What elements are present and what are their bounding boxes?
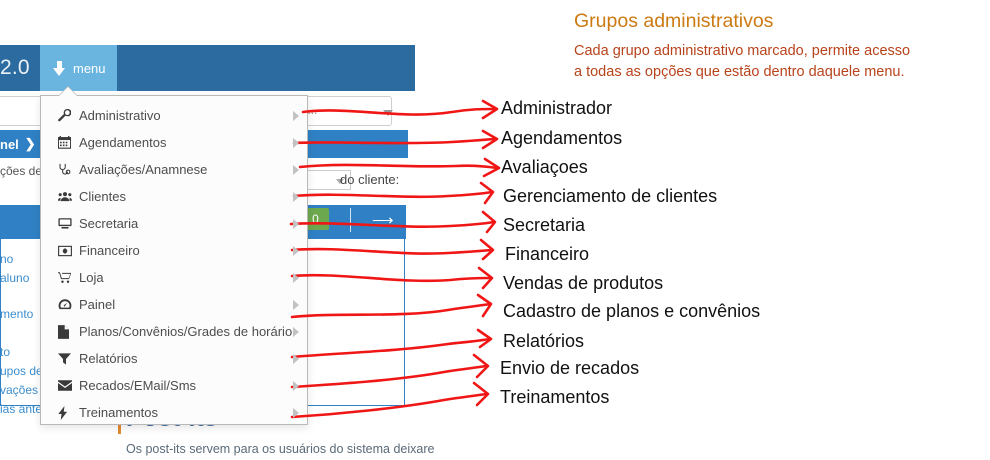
menu-item-painel[interactable]: Painel bbox=[41, 291, 307, 318]
menu-list: Administrativo Agendamentos Avaliações/Ana… bbox=[41, 96, 307, 426]
brand-version: 2.0 bbox=[0, 56, 30, 79]
annotation-arrowhead-8 bbox=[476, 328, 493, 349]
chevron-right-icon bbox=[293, 408, 299, 418]
breadcrumb-item-0[interactable]: nel bbox=[0, 136, 19, 152]
chevron-right-icon: ❯ bbox=[24, 136, 36, 151]
menu-item-relat-rios[interactable]: Relatórios bbox=[41, 345, 307, 372]
annotation-arrowhead-9 bbox=[472, 353, 490, 379]
annotation-arrowhead-10 bbox=[472, 381, 490, 407]
menu-button[interactable]: menu bbox=[40, 45, 117, 91]
menu-item-secretaria[interactable]: Secretaria bbox=[41, 210, 307, 237]
annotation-arrowhead-2 bbox=[482, 157, 501, 178]
callout-label-1: Agendamentos bbox=[501, 128, 623, 148]
sidebar-snippet-1[interactable]: aluno bbox=[0, 271, 30, 285]
sidebar-snippet-2[interactable]: mento bbox=[0, 307, 34, 321]
wrench-icon bbox=[58, 109, 79, 122]
chevron-right-icon bbox=[293, 219, 299, 229]
menu-item-planos-conv-nios-grades-de-hor-rio[interactable]: Planos/Convênios/Grades de horário bbox=[41, 318, 307, 345]
filter-select[interactable]: x bbox=[295, 170, 351, 190]
envelope-icon bbox=[58, 380, 79, 391]
menu-item-label: Loja bbox=[79, 270, 104, 285]
sidebar-snippet-6[interactable]: ias ante bbox=[0, 402, 43, 416]
menu-item-label: Clientes bbox=[79, 189, 126, 204]
chevron-right-icon bbox=[293, 354, 299, 364]
menu-item-label: Agendamentos bbox=[79, 135, 167, 150]
postit-subtitle: Os post-its servem para os usuários do s… bbox=[126, 442, 435, 456]
divider bbox=[350, 208, 351, 232]
chevron-right-icon bbox=[293, 246, 299, 256]
menu-item-avalia-es-anamnese[interactable]: Avaliações/Anamnese bbox=[41, 156, 307, 183]
cart-icon bbox=[58, 271, 79, 284]
sidebar-snippet-5[interactable]: vações bbox=[0, 383, 39, 397]
background-app-screenshot: 2.0 menu ico... nel ❯ A ções de x do cli… bbox=[0, 0, 460, 460]
stethoscope-icon bbox=[58, 163, 79, 176]
callout-label-3: Gerenciamento de clientes bbox=[503, 186, 718, 206]
menu-item-label: Financeiro bbox=[79, 243, 140, 258]
callout-label-2: Avaliaçoes bbox=[501, 157, 588, 177]
menu-item-treinamentos[interactable]: Treinamentos bbox=[41, 399, 307, 426]
file-icon bbox=[58, 324, 79, 339]
callout-label-5: Financeiro bbox=[505, 244, 590, 264]
chevron-right-icon bbox=[293, 138, 299, 148]
callout-label-9: Envio de recados bbox=[500, 358, 640, 378]
menu-item-label: Relatórios bbox=[79, 351, 138, 366]
explanation-line-1: Cada grupo administrativo marcado, permi… bbox=[574, 43, 911, 59]
calendar-icon bbox=[58, 136, 79, 149]
explanation-title: Grupos administrativos bbox=[574, 10, 774, 32]
callout-label-7: Cadastro de planos e convênios bbox=[503, 301, 761, 321]
annotation-arrowhead-1 bbox=[481, 129, 499, 150]
annotation-arrowhead-5 bbox=[479, 238, 495, 261]
menu-item-financeiro[interactable]: Financeiro bbox=[41, 237, 307, 264]
chevron-down-icon bbox=[336, 179, 344, 184]
chevron-right-icon bbox=[293, 300, 299, 310]
filter-label: ções de bbox=[0, 164, 43, 178]
chevron-right-icon bbox=[293, 192, 299, 202]
arrow-right-icon[interactable]: ⟶ bbox=[372, 212, 394, 229]
explanation-line-2: a todas as opções que estão dentro daque… bbox=[574, 64, 905, 80]
chevron-right-icon bbox=[293, 111, 299, 121]
menu-item-label: Recados/EMail/Sms bbox=[79, 378, 197, 393]
annotation-arrowhead-7 bbox=[476, 293, 493, 318]
annotation-arrowhead-3 bbox=[479, 181, 495, 205]
callout-label-4: Secretaria bbox=[503, 215, 586, 235]
desktop-icon bbox=[58, 217, 79, 230]
chevron-down-icon[interactable] bbox=[383, 110, 393, 116]
sidebar-snippet-3[interactable]: to bbox=[0, 345, 11, 359]
annotation-arrowhead-0 bbox=[481, 99, 499, 120]
menu-item-label: Administrativo bbox=[79, 108, 161, 123]
client-label: do cliente: bbox=[340, 172, 400, 187]
money-icon bbox=[58, 245, 79, 257]
chevron-right-icon bbox=[293, 165, 299, 175]
callout-label-6: Vendas de produtos bbox=[503, 273, 664, 293]
dashboard-icon bbox=[58, 298, 79, 311]
chevron-right-icon bbox=[293, 381, 299, 391]
chevron-right-icon bbox=[293, 273, 299, 283]
menu-item-recados-email-sms[interactable]: Recados/EMail/Sms bbox=[41, 372, 307, 399]
bolt-icon bbox=[58, 405, 79, 420]
menu-item-label: Treinamentos bbox=[79, 405, 158, 420]
callout-label-10: Treinamentos bbox=[500, 387, 610, 407]
menu-button-label: menu bbox=[73, 60, 106, 76]
menu-item-loja[interactable]: Loja bbox=[41, 264, 307, 291]
menu-item-clientes[interactable]: Clientes bbox=[41, 183, 307, 210]
menu-item-label: Painel bbox=[79, 297, 116, 312]
sidebar-snippet-4[interactable]: upos de bbox=[0, 364, 43, 378]
chevron-right-icon bbox=[293, 327, 299, 337]
users-icon bbox=[58, 190, 79, 203]
callout-label-8: Relatórios bbox=[503, 331, 585, 351]
annotation-arrowhead-4 bbox=[481, 210, 497, 234]
menu-dropdown[interactable]: Administrativo Agendamentos Avaliações/Ana… bbox=[40, 86, 308, 426]
menu-item-label: Avaliações/Anamnese bbox=[79, 162, 208, 177]
annotation-arrowhead-6 bbox=[477, 266, 494, 290]
callout-label-0: Administrador bbox=[501, 98, 613, 118]
menu-item-agendamentos[interactable]: Agendamentos bbox=[41, 129, 307, 156]
menu-item-label: Secretaria bbox=[79, 216, 139, 231]
menu-item-label: Planos/Convênios/Grades de horário bbox=[79, 324, 293, 339]
filter-icon bbox=[58, 352, 79, 365]
menu-item-administrativo[interactable]: Administrativo bbox=[41, 102, 307, 129]
sidebar-snippet-0[interactable]: no bbox=[0, 252, 14, 266]
arrow-down-icon bbox=[53, 60, 66, 76]
